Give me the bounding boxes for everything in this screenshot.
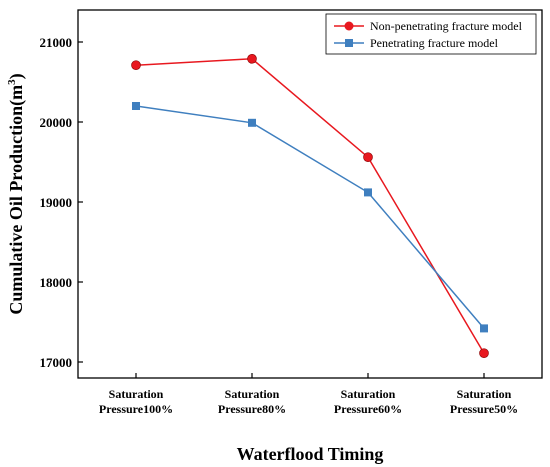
legend: Non-penetrating fracture model Penetrati… [325,13,537,55]
y-tick-label-3: 20000 [40,115,73,130]
y-axis: 17000 18000 19000 20000 21000 [40,35,83,370]
x-tick-label-2: Saturation Pressure60% [334,387,402,416]
legend-label-penetrating: Penetrating fracture model [370,36,499,50]
point-0-0 [131,60,141,70]
x-tick-label-1-line-1: Pressure80% [218,402,286,416]
x-tick-label-3-line-1: Pressure50% [450,402,518,416]
y-tick-label-0: 17000 [40,355,73,370]
point-0-3 [479,348,489,359]
x-tick-label-2-line-0: Saturation [341,387,396,401]
point-1-1 [248,118,256,127]
x-tick-label-0: Saturation Pressure100% [99,387,173,416]
y-tick-label-4: 21000 [40,35,73,50]
point-1-2 [364,188,372,197]
legend-box [325,13,537,55]
y-axis-title-main: Cumulative Oil Production(m [6,85,27,315]
x-axis: Saturation Pressure100%Saturation Pressure… [99,373,518,416]
series-layer [131,53,489,359]
series-line-1 [135,105,485,329]
point-1-0 [132,102,140,110]
plot-frame [77,9,543,379]
x-tick-label-0-line-0: Saturation [109,387,164,401]
x-tick-label-1: Saturation Pressure80% [218,387,286,416]
x-axis-title: Waterflood Timing [237,444,384,464]
x-tick-label-0-line-1: Pressure100% [99,402,173,416]
x-tick-label-2-line-1: Pressure60% [334,402,402,416]
x-tick-label-1-line-0: Saturation [225,387,280,401]
legend-marker-penetrating [345,39,353,47]
legend-marker-non-penetrating [344,21,354,31]
point-1-3 [480,324,488,333]
y-axis-title-superscript: 3 [6,79,18,85]
point-0-1 [247,53,257,64]
x-tick-label-3: Saturation Pressure50% [450,387,518,416]
x-tick-label-3-line-0: Saturation [457,387,512,401]
point-0-2 [363,152,373,162]
legend-label-non-penetrating: Non-penetrating fracture model [370,19,523,33]
y-axis-title: Cumulative Oil Production(m3) [6,73,27,314]
y-axis-title-close: ) [6,73,27,79]
series-line-0 [135,58,485,354]
y-tick-label-2: 19000 [40,195,73,210]
y-tick-label-1: 18000 [40,275,73,290]
